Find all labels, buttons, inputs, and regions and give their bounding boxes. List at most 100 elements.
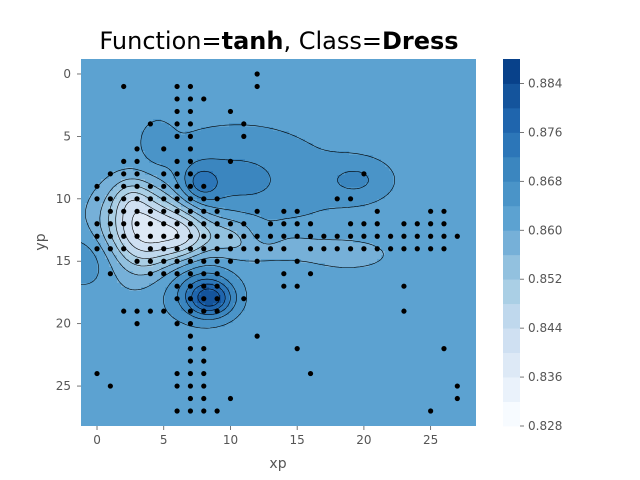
contour-cell bbox=[401, 171, 406, 176]
contour-cell bbox=[473, 251, 476, 256]
contour-cell bbox=[169, 123, 174, 128]
contour-cell bbox=[309, 67, 314, 72]
contour-cell bbox=[97, 143, 102, 148]
contour-cell bbox=[169, 135, 174, 140]
contour-cell bbox=[157, 175, 162, 180]
contour-cell bbox=[421, 95, 426, 100]
contour-cell bbox=[213, 67, 218, 72]
contour-cell bbox=[293, 255, 298, 260]
contour-cell bbox=[453, 127, 458, 132]
contour-cell bbox=[193, 83, 198, 88]
contour-cell bbox=[137, 227, 142, 232]
contour-cell bbox=[377, 155, 382, 160]
contour-cell bbox=[345, 155, 350, 160]
contour-cell bbox=[393, 143, 398, 148]
contour-cell bbox=[385, 151, 390, 156]
contour-cell bbox=[257, 171, 262, 176]
contour-cell bbox=[393, 219, 398, 224]
contour-cell bbox=[417, 135, 422, 140]
contour-cell bbox=[233, 247, 238, 252]
contour-cell bbox=[137, 207, 142, 212]
contour-cell bbox=[289, 231, 294, 236]
contour-cell bbox=[429, 107, 434, 112]
contour-cell bbox=[89, 247, 94, 252]
contour-cell bbox=[321, 63, 326, 68]
contour-cell bbox=[261, 191, 266, 196]
contour-cell bbox=[169, 143, 174, 148]
contour-cell bbox=[181, 251, 186, 256]
contour-cell bbox=[461, 239, 466, 244]
contour-cell bbox=[269, 59, 274, 64]
contour-cell bbox=[109, 119, 114, 124]
contour-cell bbox=[273, 115, 278, 120]
contour-cell bbox=[229, 95, 234, 100]
contour-cell bbox=[345, 107, 350, 112]
contour-cell bbox=[169, 147, 174, 152]
contour-cell bbox=[193, 143, 198, 148]
contour-cell bbox=[285, 179, 290, 184]
contour-cell bbox=[409, 79, 414, 84]
contour-cell bbox=[325, 91, 330, 96]
contour-cell bbox=[461, 91, 466, 96]
contour-cell bbox=[117, 243, 122, 248]
contour-cell bbox=[417, 251, 422, 256]
contour-cell bbox=[245, 151, 250, 156]
contour-cell bbox=[205, 59, 210, 64]
contour-cell bbox=[293, 67, 298, 72]
contour-cell bbox=[185, 59, 190, 64]
contour-cell bbox=[301, 215, 306, 220]
contour-cell bbox=[469, 195, 474, 200]
contour-cell bbox=[109, 79, 114, 84]
contour-cell bbox=[417, 91, 422, 96]
contour-cell bbox=[349, 159, 354, 164]
contour-cell bbox=[129, 171, 134, 176]
contour-cell bbox=[197, 171, 202, 176]
contour-cell bbox=[409, 235, 414, 240]
contour-cell bbox=[105, 59, 110, 64]
contour-cell bbox=[337, 71, 342, 76]
contour-cell bbox=[109, 107, 114, 112]
contour-cell bbox=[85, 247, 90, 252]
contour-cell bbox=[225, 151, 230, 156]
contour-cell bbox=[297, 167, 302, 172]
contour-cell bbox=[145, 187, 150, 192]
contour-cell bbox=[157, 227, 162, 232]
contour-cell bbox=[365, 187, 370, 192]
contour-cell bbox=[445, 227, 450, 232]
contour-cell bbox=[205, 203, 210, 208]
contour-cell bbox=[337, 203, 342, 208]
contour-cell bbox=[137, 119, 142, 124]
contour-cell bbox=[309, 95, 314, 100]
contour-cell bbox=[305, 199, 310, 204]
contour-cell bbox=[389, 135, 394, 140]
contour-cell bbox=[397, 191, 402, 196]
contour-cell bbox=[213, 199, 218, 204]
contour-cell bbox=[301, 251, 306, 256]
contour-cell bbox=[89, 175, 94, 180]
contour-cell bbox=[429, 159, 434, 164]
contour-cell bbox=[321, 207, 326, 212]
contour-cell bbox=[129, 91, 134, 96]
contour-cell bbox=[461, 67, 466, 72]
contour-cell bbox=[473, 239, 476, 244]
contour-cell bbox=[185, 91, 190, 96]
contour-cell bbox=[293, 75, 298, 80]
contour-cell bbox=[113, 231, 118, 236]
contour-cell bbox=[149, 231, 154, 236]
title-separator: , Class= bbox=[283, 27, 382, 55]
contour-cell bbox=[361, 91, 366, 96]
contour-cell bbox=[117, 247, 122, 252]
contour-cell bbox=[201, 203, 206, 208]
contour-cell bbox=[129, 219, 134, 224]
contour-cell bbox=[421, 63, 426, 68]
contour-cell bbox=[441, 187, 446, 192]
contour-cell bbox=[145, 135, 150, 140]
contour-cell bbox=[105, 119, 110, 124]
contour-cell bbox=[265, 211, 270, 216]
contour-cell bbox=[297, 155, 302, 160]
contour-cell bbox=[185, 243, 190, 248]
contour-cell bbox=[397, 243, 402, 248]
contour-cell bbox=[425, 183, 430, 188]
contour-cell bbox=[221, 259, 226, 264]
contour-cell bbox=[469, 115, 474, 120]
